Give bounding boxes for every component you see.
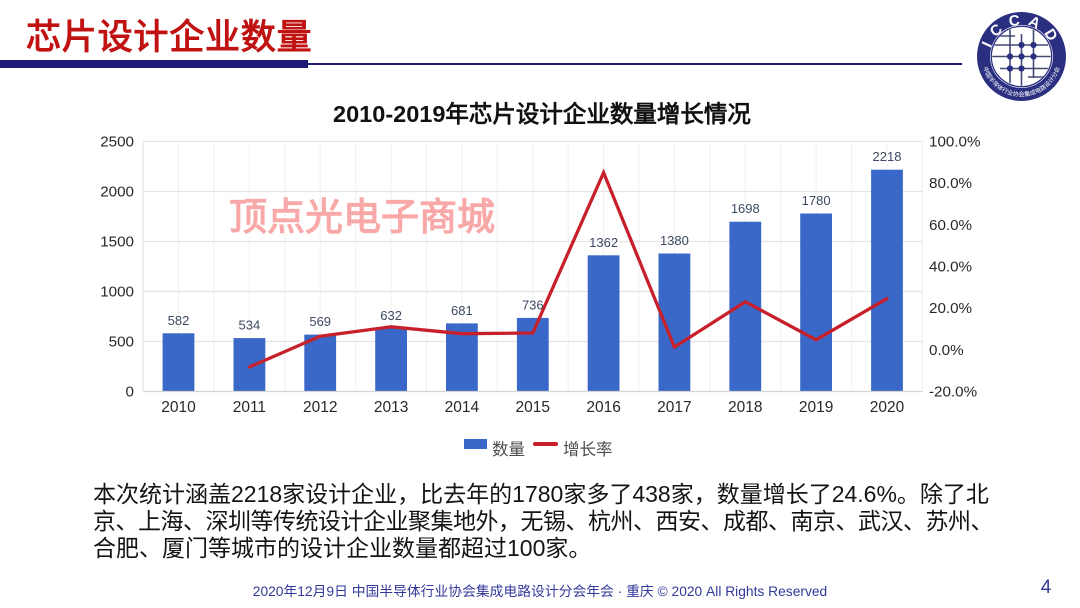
svg-text:1780: 1780 — [802, 193, 831, 208]
svg-text:0: 0 — [126, 384, 134, 401]
svg-text:2218: 2218 — [873, 149, 902, 164]
svg-text:2012: 2012 — [303, 399, 337, 416]
svg-text:736: 736 — [522, 297, 544, 312]
svg-text:2016: 2016 — [586, 399, 620, 416]
svg-text:1000: 1000 — [100, 284, 134, 301]
svg-text:2020: 2020 — [870, 399, 905, 416]
svg-text:2018: 2018 — [728, 399, 762, 416]
svg-text:100.0%: 100.0% — [929, 134, 981, 151]
svg-text:2014: 2014 — [445, 399, 480, 416]
svg-text:569: 569 — [309, 314, 331, 329]
svg-text:2019: 2019 — [799, 399, 833, 416]
svg-text:60.0%: 60.0% — [929, 217, 972, 234]
svg-text:500: 500 — [109, 334, 134, 351]
svg-text:20.0%: 20.0% — [929, 300, 972, 317]
svg-text:681: 681 — [451, 303, 473, 318]
svg-text:80.0%: 80.0% — [929, 175, 972, 192]
svg-text:582: 582 — [168, 313, 190, 328]
svg-text:2017: 2017 — [657, 399, 691, 416]
svg-text:1362: 1362 — [589, 235, 618, 250]
svg-text:1380: 1380 — [660, 233, 689, 248]
svg-text:2500: 2500 — [100, 134, 134, 151]
svg-text:0.0%: 0.0% — [929, 342, 964, 359]
svg-text:2013: 2013 — [374, 399, 408, 416]
svg-text:40.0%: 40.0% — [929, 259, 972, 276]
svg-text:534: 534 — [239, 318, 261, 333]
svg-text:2011: 2011 — [233, 399, 266, 416]
svg-text:-20.0%: -20.0% — [929, 384, 977, 401]
svg-text:632: 632 — [380, 308, 402, 323]
svg-text:1500: 1500 — [100, 234, 134, 251]
svg-text:2000: 2000 — [100, 184, 134, 201]
svg-text:2010: 2010 — [161, 399, 196, 416]
svg-text:2015: 2015 — [516, 399, 550, 416]
svg-text:1698: 1698 — [731, 201, 760, 216]
